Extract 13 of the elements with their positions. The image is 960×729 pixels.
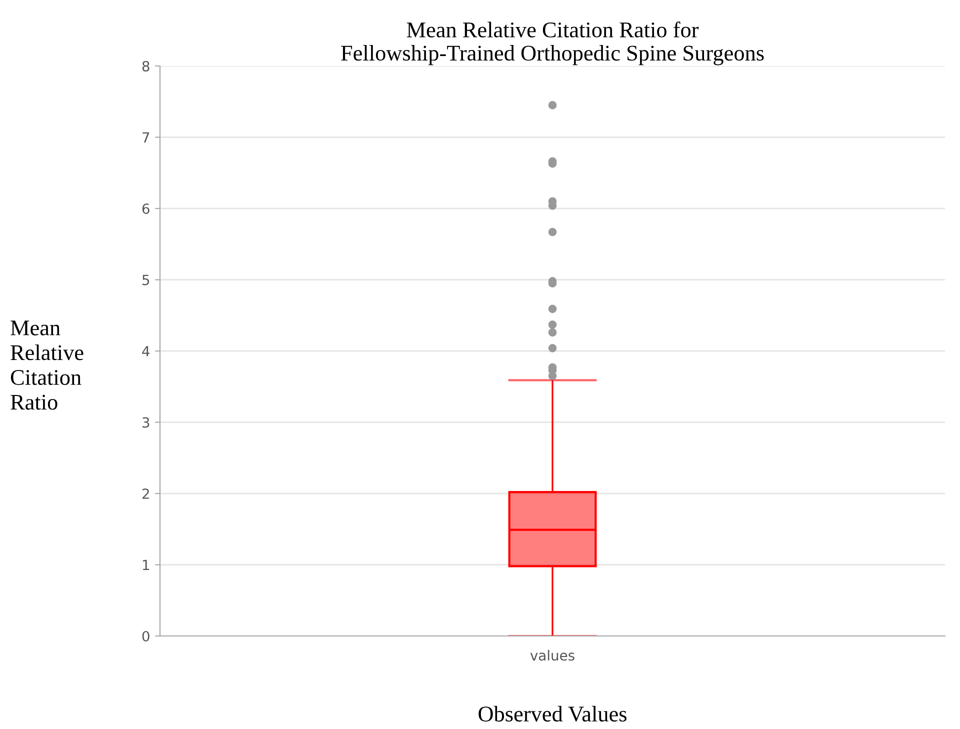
y-tick-label: 3 [142,417,150,428]
y-tick-label: 7 [142,132,150,143]
y-tick-label: 4 [142,346,150,356]
chart-title: Mean Relative Citation Ratio for Fellowship-Trained Orthopedic Spine Surgeons [341,22,764,66]
y-tick-label: 5 [142,274,150,286]
y-tick-label: 0 [142,630,150,642]
y-tick-label: 1 [142,560,149,570]
y-tick-label: 2 [142,488,149,499]
y-tick-label: 8 [142,60,150,72]
y-axis-title: Mean Relative Citation Ratio [10,320,84,410]
x-axis-title: Observed Values [478,706,626,722]
y-tick-label: 6 [142,203,150,214]
x-tick-label: values [530,650,574,661]
